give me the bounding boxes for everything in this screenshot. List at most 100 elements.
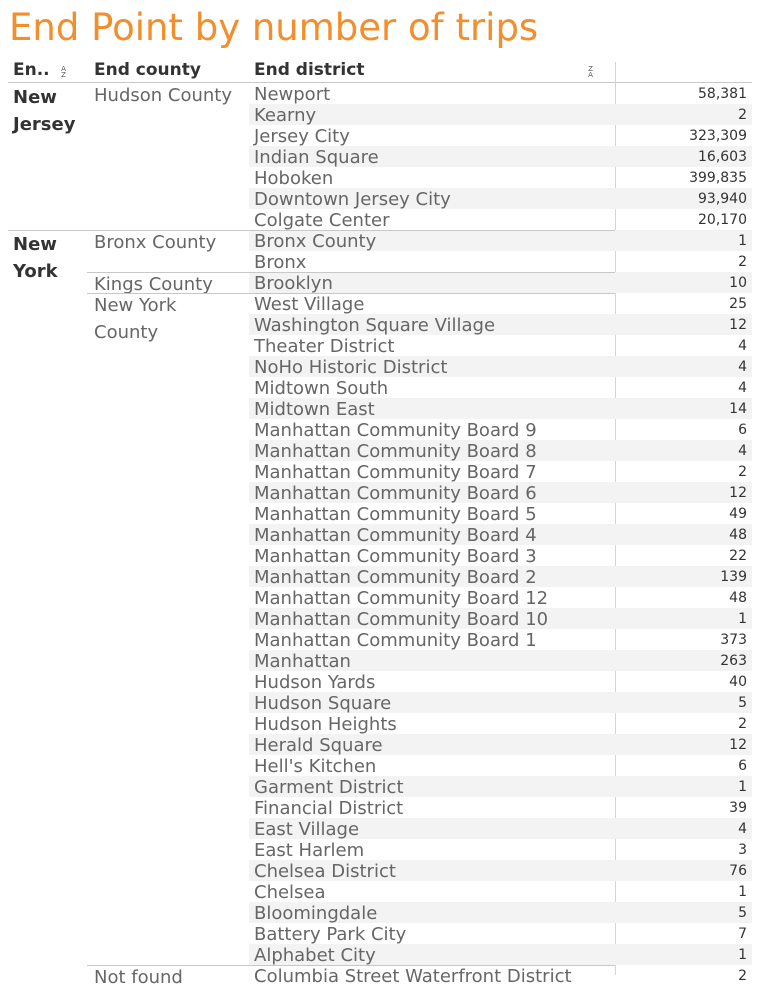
district-name[interactable]: Herald Square: [254, 735, 383, 756]
district-name[interactable]: Colgate Center: [254, 210, 390, 231]
trip-count-value[interactable]: 1: [738, 884, 747, 900]
district-name[interactable]: Chelsea District: [254, 861, 396, 882]
district-name[interactable]: East Harlem: [254, 840, 365, 861]
district-name[interactable]: Bronx: [254, 252, 307, 273]
district-name[interactable]: Washington Square Village: [254, 315, 496, 336]
trip-count-value[interactable]: 76: [729, 863, 747, 879]
state-label[interactable]: New York: [13, 234, 58, 282]
district-name[interactable]: Hudson Heights: [254, 714, 397, 735]
trip-count-value[interactable]: 1: [738, 947, 747, 963]
header-divider: [8, 82, 752, 83]
county-label[interactable]: Hudson County: [94, 85, 232, 106]
trip-count-value[interactable]: 4: [738, 443, 747, 459]
trip-count-value[interactable]: 3: [738, 842, 747, 858]
trip-count-value[interactable]: 7: [738, 926, 747, 942]
district-name[interactable]: Hoboken: [254, 168, 334, 189]
trip-count-value[interactable]: 12: [729, 737, 747, 753]
district-name[interactable]: Kearny: [254, 105, 317, 126]
trip-count-value[interactable]: 20,170: [698, 212, 747, 228]
district-name[interactable]: Manhattan Community Board 2: [254, 567, 537, 588]
district-name[interactable]: Bloomingdale: [254, 903, 378, 924]
district-name[interactable]: Jersey City: [254, 126, 350, 147]
district-name[interactable]: Manhattan Community Board 7: [254, 462, 537, 483]
district-name[interactable]: Bronx County: [254, 231, 377, 252]
district-name[interactable]: Manhattan Community Board 10: [254, 609, 549, 630]
header-end-county[interactable]: End county: [94, 60, 201, 80]
district-name[interactable]: Hell's Kitchen: [254, 756, 377, 777]
district-name[interactable]: Manhattan Community Board 1: [254, 630, 537, 651]
trip-count-value[interactable]: 10: [729, 275, 747, 291]
district-name[interactable]: Alphabet City: [254, 945, 376, 966]
trip-count-value[interactable]: 2: [738, 464, 747, 480]
district-name[interactable]: Manhattan Community Board 4: [254, 525, 537, 546]
district-name[interactable]: Hudson Square: [254, 693, 392, 714]
district-name[interactable]: Theater District: [254, 336, 395, 357]
trip-count-value[interactable]: 58,381: [698, 86, 747, 102]
trip-count-value[interactable]: 4: [738, 380, 747, 396]
trip-count-value[interactable]: 22: [729, 548, 747, 564]
trip-count-value[interactable]: 16,603: [698, 149, 747, 165]
trip-count-value[interactable]: 1: [738, 611, 747, 627]
trip-count-value[interactable]: 93,940: [698, 191, 747, 207]
trip-count-value[interactable]: 12: [729, 485, 747, 501]
district-name[interactable]: Manhattan Community Board 8: [254, 441, 537, 462]
district-name[interactable]: Manhattan Community Board 3: [254, 546, 537, 567]
district-name[interactable]: Manhattan Community Board 5: [254, 504, 537, 525]
district-name[interactable]: Manhattan: [254, 651, 351, 672]
county-label[interactable]: Kings County: [94, 274, 213, 295]
trip-count-value[interactable]: 40: [729, 674, 747, 690]
district-name[interactable]: Midtown South: [254, 378, 389, 399]
trip-count-value[interactable]: 2: [738, 716, 747, 732]
district-name[interactable]: Brooklyn: [254, 273, 333, 294]
district-name[interactable]: NoHo Historic District: [254, 357, 448, 378]
district-name[interactable]: Manhattan Community Board 6: [254, 483, 537, 504]
trip-count-value[interactable]: 48: [729, 590, 747, 606]
trip-count-value[interactable]: 4: [738, 338, 747, 354]
district-name[interactable]: Manhattan Community Board 12: [254, 588, 549, 609]
district-name[interactable]: Columbia Street Waterfront District: [254, 966, 572, 987]
trip-count-value[interactable]: 2: [738, 254, 747, 270]
header-end-state[interactable]: En..: [13, 58, 50, 82]
trip-count-value[interactable]: 4: [738, 359, 747, 375]
district-name[interactable]: Garment District: [254, 777, 404, 798]
county-label[interactable]: Not found: [94, 967, 183, 988]
county-label[interactable]: New York County: [94, 295, 177, 343]
district-name[interactable]: West Village: [254, 294, 365, 315]
district-name[interactable]: Hudson Yards: [254, 672, 376, 693]
trip-count-value[interactable]: 1: [738, 779, 747, 795]
district-name[interactable]: Downtown Jersey City: [254, 189, 451, 210]
trip-count-value[interactable]: 1: [738, 233, 747, 249]
district-name[interactable]: Battery Park City: [254, 924, 407, 945]
district-name[interactable]: East Village: [254, 819, 360, 840]
trip-count-value[interactable]: 39: [729, 800, 747, 816]
trip-count-value[interactable]: 25: [729, 296, 747, 312]
trip-count-value[interactable]: 2: [738, 107, 747, 123]
trip-count-value[interactable]: 5: [738, 905, 747, 921]
district-name[interactable]: Manhattan Community Board 9: [254, 420, 537, 441]
trip-count-value[interactable]: 14: [729, 401, 747, 417]
trip-count-value[interactable]: 12: [729, 317, 747, 333]
trip-count-value[interactable]: 49: [729, 506, 747, 522]
trip-count-value[interactable]: 5: [738, 695, 747, 711]
district-name[interactable]: Indian Square: [254, 147, 379, 168]
district-name[interactable]: Newport: [254, 84, 331, 105]
trip-count-value[interactable]: 399,835: [689, 170, 747, 186]
trip-count-value[interactable]: 263: [720, 653, 747, 669]
trip-count-value[interactable]: 6: [738, 422, 747, 438]
district-name[interactable]: Financial District: [254, 798, 404, 819]
header-end-district[interactable]: End district: [254, 60, 365, 80]
district-name[interactable]: Chelsea: [254, 882, 326, 903]
county-label[interactable]: Bronx County: [94, 232, 217, 253]
row-band: [249, 104, 752, 125]
trip-count-value[interactable]: 4: [738, 821, 747, 837]
trip-count-value[interactable]: 48: [729, 527, 747, 543]
state-label[interactable]: New Jersey: [13, 87, 76, 135]
trip-count-value[interactable]: 373: [720, 632, 747, 648]
district-name[interactable]: Midtown East: [254, 399, 375, 420]
trip-count-value[interactable]: 2: [738, 968, 747, 984]
trip-count-value[interactable]: 6: [738, 758, 747, 774]
trip-count-value[interactable]: 323,309: [689, 128, 747, 144]
trip-count-value[interactable]: 139: [720, 569, 747, 585]
